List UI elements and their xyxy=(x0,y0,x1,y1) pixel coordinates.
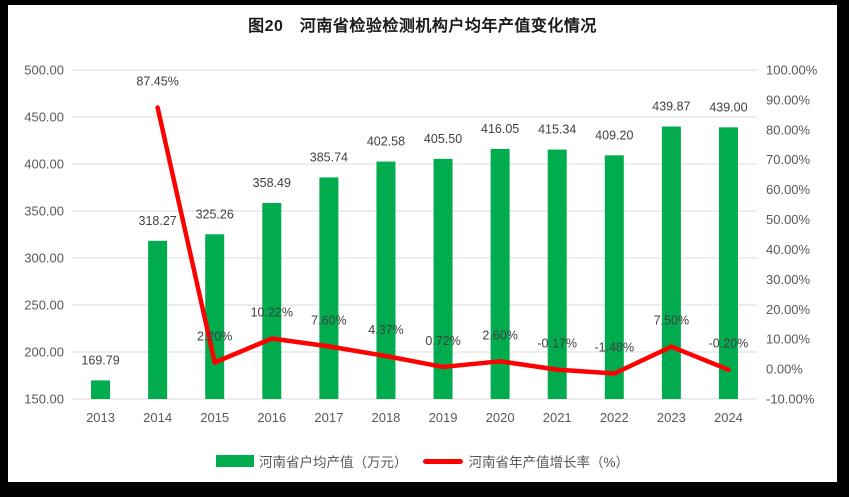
line-label-2024: -0.20% xyxy=(709,337,749,351)
bar-2021 xyxy=(547,149,567,399)
bar-label-2020: 416.05 xyxy=(481,122,519,136)
line-label-2022: -1.48% xyxy=(594,341,634,355)
bar-label-2017: 385.74 xyxy=(310,150,348,164)
chart-canvas: 图20 河南省检验检测机构户均年产值变化情况 500.00 450.00 400.0… xyxy=(8,5,837,482)
x-tick-2016: 2016 xyxy=(257,410,286,425)
line-label-2018: 4.37% xyxy=(368,323,403,337)
right-axis-tick: 40.00% xyxy=(766,242,811,257)
line-label-2014: 87.45% xyxy=(136,75,178,89)
bar-label-2018: 402.58 xyxy=(367,135,405,149)
bar-label-2022: 409.20 xyxy=(595,128,633,142)
bar-series-swatch-icon xyxy=(215,455,254,467)
x-tick-2024: 2024 xyxy=(714,410,743,425)
bar-2014 xyxy=(148,240,168,399)
right-axis-tick: 90.00% xyxy=(766,92,811,107)
right-axis-tick: 70.00% xyxy=(766,152,811,167)
bar-2013 xyxy=(91,380,111,399)
x-tick-2022: 2022 xyxy=(600,410,629,425)
bar-2015 xyxy=(205,234,225,399)
bar-label-2023: 439.87 xyxy=(652,100,690,114)
x-tick-2014: 2014 xyxy=(143,410,172,425)
line-series-swatch-icon xyxy=(423,458,464,464)
left-axis-tick: 200.00 xyxy=(24,345,64,360)
line-label-2017: 7.60% xyxy=(311,313,346,327)
left-axis-tick: 400.00 xyxy=(24,157,64,172)
bar-2024 xyxy=(718,127,738,399)
bar-2017 xyxy=(319,177,339,399)
bar-label-2021: 415.34 xyxy=(538,123,576,137)
combo-chart: 500.00 450.00 400.00 350.00 300.00 250.00 200.… xyxy=(24,63,818,426)
right-axis-tick: 50.00% xyxy=(766,212,811,227)
bar-label-2016: 358.49 xyxy=(253,176,291,190)
line-label-2020: 2.60% xyxy=(482,328,517,342)
right-axis-tick: 10.00% xyxy=(766,332,811,347)
right-axis-tick: 30.00% xyxy=(766,272,811,287)
chart-title: 图20 河南省检验检测机构户均年产值变化情况 xyxy=(248,18,597,35)
x-tick-2019: 2019 xyxy=(429,410,458,425)
bar-2023 xyxy=(661,126,681,399)
growth-rate-line xyxy=(155,105,731,376)
bar-2018 xyxy=(376,161,396,399)
right-axis-tick: 80.00% xyxy=(766,122,811,137)
bar-label-2019: 405.50 xyxy=(424,132,462,146)
bar-label-2013: 169.79 xyxy=(81,353,119,367)
line-label-2015: 2.20% xyxy=(197,330,232,344)
bar-2022 xyxy=(604,155,624,399)
left-axis-tick: 350.00 xyxy=(24,204,64,219)
right-axis-tick: 0.00% xyxy=(766,362,803,377)
legend-label-bar-series: 河南省户均产值（万元） xyxy=(258,455,408,470)
left-axis-tick: 300.00 xyxy=(24,251,64,266)
left-axis-tick: 150.00 xyxy=(24,392,64,407)
legend-item-bar-series: 河南省户均产值（万元） xyxy=(215,451,408,471)
line-label-2016: 10.22% xyxy=(251,306,293,320)
right-axis-tick: -10.00% xyxy=(766,392,815,407)
x-tick-2013: 2013 xyxy=(86,410,115,425)
x-tick-2018: 2018 xyxy=(371,410,400,425)
x-tick-2020: 2020 xyxy=(486,410,515,425)
bar-2019 xyxy=(433,158,453,399)
x-tick-2017: 2017 xyxy=(314,410,343,425)
right-axis-tick: 60.00% xyxy=(766,182,811,197)
left-axis-tick: 450.00 xyxy=(24,110,64,125)
bar-label-2024: 439.00 xyxy=(709,100,747,114)
bar-label-2014: 318.27 xyxy=(139,214,177,228)
right-axis-tick: 20.00% xyxy=(766,302,811,317)
line-label-2019: 0.72% xyxy=(425,334,460,348)
x-tick-2015: 2015 xyxy=(200,410,229,425)
x-tick-2023: 2023 xyxy=(657,410,686,425)
x-tick-2021: 2021 xyxy=(543,410,572,425)
right-axis-tick: 100.00% xyxy=(766,63,818,78)
line-label-2021: -0.17% xyxy=(537,337,577,351)
bar-2020 xyxy=(490,148,510,399)
legend-label-line-series: 河南省年产值增长率（%） xyxy=(468,455,629,470)
chart-legend: 河南省户均产值（万元） 河南省年产值增长率（%） xyxy=(8,451,837,471)
bar-2016 xyxy=(262,203,282,399)
bar-label-2015: 325.26 xyxy=(196,207,234,221)
legend-item-line-series: 河南省年产值增长率（%） xyxy=(423,451,629,471)
left-axis-tick: 500.00 xyxy=(24,63,64,78)
line-label-2023: 7.50% xyxy=(654,314,689,328)
left-axis-tick: 250.00 xyxy=(24,298,64,313)
